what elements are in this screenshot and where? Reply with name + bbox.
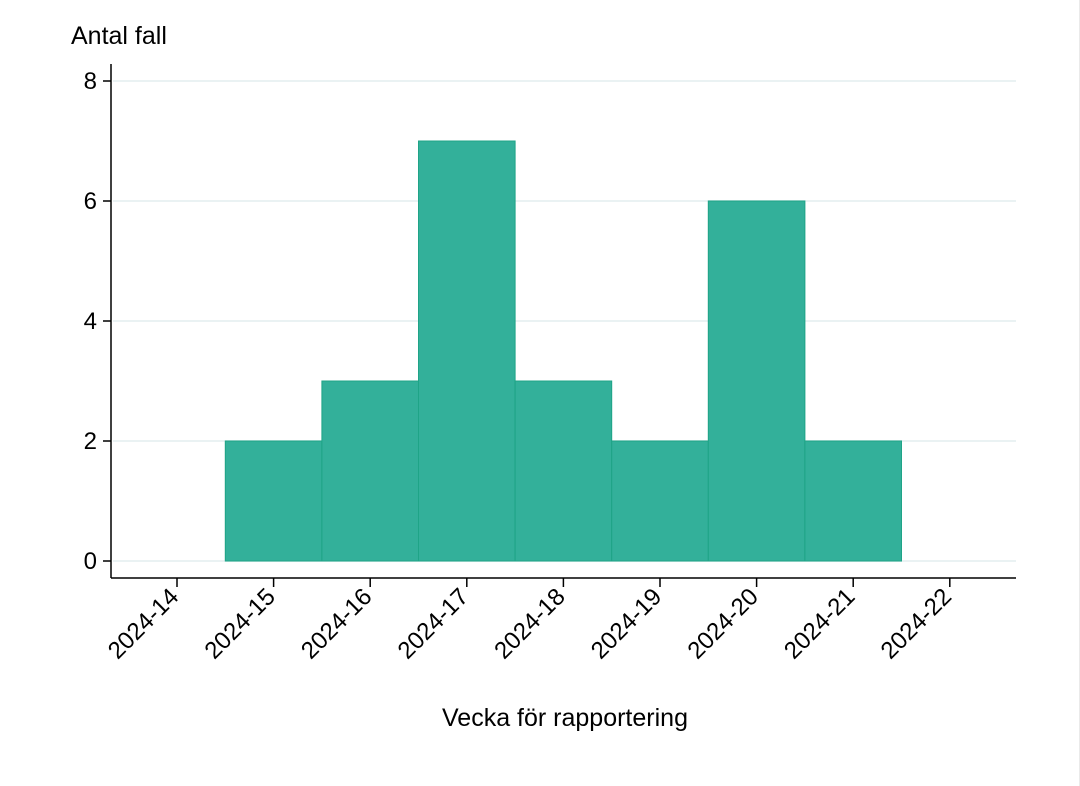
y-tick-label: 4 bbox=[84, 308, 97, 335]
bar-2024-18 bbox=[514, 380, 613, 562]
bar-2024-19 bbox=[611, 440, 709, 562]
y-tick-label: 8 bbox=[84, 68, 97, 95]
y-tick-label: 6 bbox=[84, 188, 97, 215]
bar-2024-21 bbox=[804, 440, 903, 562]
bar-2024-15 bbox=[224, 440, 323, 562]
x-tick-label: 2024-21 bbox=[779, 583, 860, 664]
x-tick-label: 2024-16 bbox=[296, 583, 377, 664]
bar-2024-17 bbox=[418, 140, 516, 562]
x-tick-label: 2024-18 bbox=[489, 583, 570, 664]
bar-2024-16 bbox=[321, 380, 419, 562]
x-axis-title: Vecka för rapportering bbox=[442, 704, 688, 732]
x-tick-label: 2024-14 bbox=[103, 583, 184, 664]
x-tick-label: 2024-15 bbox=[199, 583, 280, 664]
x-tick-label: 2024-20 bbox=[682, 583, 763, 664]
x-tick-label: 2024-17 bbox=[393, 583, 474, 664]
x-tick-label: 2024-19 bbox=[586, 583, 667, 664]
x-tick-label: 2024-22 bbox=[876, 583, 957, 664]
y-axis-title: Antal fall bbox=[71, 22, 167, 50]
y-tick-label: 2 bbox=[84, 428, 97, 455]
y-tick-label: 0 bbox=[84, 548, 97, 575]
bar-2024-20 bbox=[707, 200, 806, 562]
